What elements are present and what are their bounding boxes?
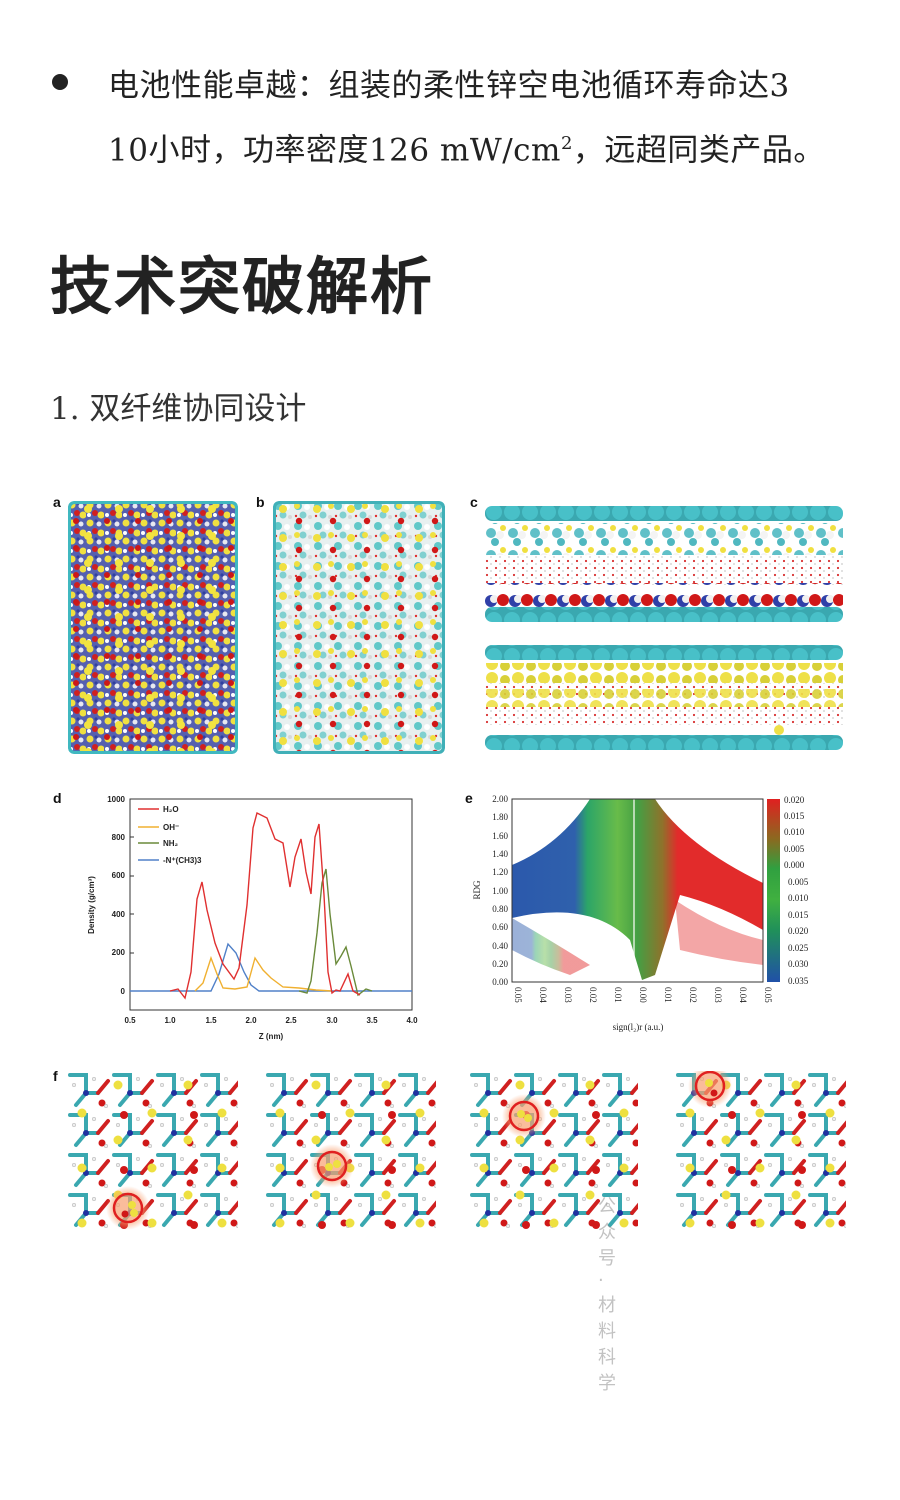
bullet-text-line2: 10小时，功率密度126 mW/cm2，远超同类产品。 xyxy=(108,115,870,179)
x-axis-label: sign(l₂)r (a.u.) xyxy=(613,1022,664,1032)
series-oh xyxy=(194,955,333,992)
svg-text:0.20: 0.20 xyxy=(492,959,508,969)
svg-text:800: 800 xyxy=(112,833,126,842)
svg-text:1.40: 1.40 xyxy=(492,849,508,859)
panel-label-c: c xyxy=(470,494,478,510)
y-tick-labels: 0 200 400 600 800 1000 xyxy=(107,795,125,996)
molecular-render-c xyxy=(485,506,843,750)
density-chart: 0 200 400 600 800 1000 0.5 1.0 1.5 2.0 2.5 3… xyxy=(87,795,418,1041)
highlight-circle xyxy=(694,1071,726,1102)
panel-label-a: a xyxy=(53,494,61,510)
svg-text:3.5: 3.5 xyxy=(366,1016,378,1025)
svg-text:0.02: 0.02 xyxy=(588,987,598,1003)
svg-text:1.60: 1.60 xyxy=(492,831,508,841)
svg-text:0.01: 0.01 xyxy=(663,987,673,1003)
svg-text:1000: 1000 xyxy=(107,795,125,804)
bullet-icon xyxy=(52,74,68,90)
svg-text:0.010: 0.010 xyxy=(784,827,805,837)
panel-label-b: b xyxy=(256,494,265,510)
series-nh2 xyxy=(298,868,373,997)
y-tick-labels: 0.00 0.20 0.40 0.60 0.80 1.00 1.20 1.40 1.60 1… xyxy=(492,794,508,987)
svg-text:0.03: 0.03 xyxy=(563,987,573,1003)
y-axis-label: Density (g/cm³) xyxy=(87,876,96,934)
svg-text:400: 400 xyxy=(112,910,126,919)
svg-text:0.020: 0.020 xyxy=(784,795,805,805)
svg-text:0.40: 0.40 xyxy=(492,941,508,951)
colorbar xyxy=(767,799,780,982)
svg-text:2.0: 2.0 xyxy=(245,1016,257,1025)
svg-text:0.030: 0.030 xyxy=(788,959,809,969)
svg-text:0.00: 0.00 xyxy=(492,977,508,987)
line2-post: ，远超同类产品。 xyxy=(572,132,825,169)
series-ntme3 xyxy=(130,942,412,992)
x-tick-labels: 0.5 1.0 1.5 2.0 2.5 3.0 3.5 4.0 xyxy=(124,1016,418,1025)
section-title: 技术突破解析 xyxy=(50,250,435,323)
bullet-item: 电池性能卓越：组装的柔性锌空电池循环寿命达3 10小时，功率密度126 mW/c… xyxy=(50,58,870,179)
svg-text:0.60: 0.60 xyxy=(492,922,508,932)
rdg-scatter-chart: 0.00 0.20 0.40 0.60 0.80 1.00 1.20 1.40 1.60 1… xyxy=(472,794,809,1032)
molecular-render-b xyxy=(273,501,445,754)
svg-text:0.025: 0.025 xyxy=(788,943,809,953)
bullet-text-line1: 电池性能卓越：组装的柔性锌空电池循环寿命达3 xyxy=(108,68,790,104)
svg-text:0.03: 0.03 xyxy=(713,987,723,1003)
svg-text:200: 200 xyxy=(112,948,126,957)
superscript: 2 xyxy=(560,133,573,154)
svg-text:1.80: 1.80 xyxy=(492,812,508,822)
highlight-circle xyxy=(112,1192,144,1224)
svg-text:NH₂: NH₂ xyxy=(163,839,179,848)
svg-text:H₂O: H₂O xyxy=(163,805,179,814)
panel-label-d: d xyxy=(53,790,62,806)
svg-text:3.0: 3.0 xyxy=(326,1016,338,1025)
panel-label-f: f xyxy=(53,1068,58,1084)
svg-text:0.000: 0.000 xyxy=(784,860,805,870)
svg-text:1.00: 1.00 xyxy=(492,886,508,896)
svg-text:-N⁺(CH3)3: -N⁺(CH3)3 xyxy=(163,856,202,865)
svg-text:0.02: 0.02 xyxy=(688,987,698,1003)
svg-text:0.5: 0.5 xyxy=(124,1016,136,1025)
y-ticks xyxy=(130,836,134,992)
svg-text:0.005: 0.005 xyxy=(788,877,809,887)
line2-pre: 10小时，功率密度126 mW/cm xyxy=(108,132,561,169)
svg-text:0.020: 0.020 xyxy=(788,926,809,936)
svg-text:0.005: 0.005 xyxy=(784,844,805,854)
svg-text:2.5: 2.5 xyxy=(285,1016,297,1025)
legend: H₂O OH⁻ NH₂ -N⁺(CH3)3 xyxy=(138,805,202,865)
svg-text:0.035: 0.035 xyxy=(788,976,809,986)
x-axis-label: Z (nm) xyxy=(259,1032,284,1041)
subsection-title: 1. 双纤维协同设计 xyxy=(50,391,307,427)
highlight-circle xyxy=(508,1100,540,1132)
watermark: 公众号·材料科学 xyxy=(598,1196,620,1394)
colorbar-tick-labels: 0.020 0.015 0.010 0.005 0.000 0.005 0.010 0.0… xyxy=(784,795,809,986)
snapshot-2 xyxy=(266,1071,436,1233)
svg-text:0.015: 0.015 xyxy=(784,811,805,821)
y-axis-label: RDG xyxy=(472,880,482,900)
svg-text:0.00: 0.00 xyxy=(638,987,648,1003)
svg-text:0.05: 0.05 xyxy=(763,987,773,1003)
svg-text:0.01: 0.01 xyxy=(613,987,623,1003)
snapshot-4 xyxy=(676,1071,846,1233)
svg-text:1.20: 1.20 xyxy=(492,867,508,877)
highlight-circle xyxy=(316,1150,348,1182)
svg-text:0.015: 0.015 xyxy=(788,910,809,920)
svg-text:0: 0 xyxy=(121,987,126,996)
svg-text:OH⁻: OH⁻ xyxy=(163,823,179,832)
svg-text:0.05: 0.05 xyxy=(513,987,523,1003)
series-h2o xyxy=(169,811,361,1000)
svg-text:1.5: 1.5 xyxy=(205,1016,217,1025)
snapshot-1 xyxy=(68,1071,238,1233)
molecular-snapshots-f xyxy=(68,1071,846,1233)
svg-text:0.80: 0.80 xyxy=(492,904,508,914)
svg-text:600: 600 xyxy=(112,871,126,880)
panel-label-e: e xyxy=(465,790,473,806)
svg-text:1.0: 1.0 xyxy=(164,1016,176,1025)
svg-text:0.04: 0.04 xyxy=(538,987,548,1003)
snapshot-3 xyxy=(470,1071,638,1233)
svg-text:2.00: 2.00 xyxy=(492,794,508,804)
molecular-render-a xyxy=(68,501,238,754)
svg-text:4.0: 4.0 xyxy=(406,1016,418,1025)
x-tick-labels: 0.05 0.04 0.03 0.02 0.01 0.00 0.01 0.02 … xyxy=(513,987,773,1003)
bullet-text: 电池性能卓越：组装的柔性锌空电池循环寿命达3 10小时，功率密度126 mW/c… xyxy=(108,58,870,179)
svg-text:0.010: 0.010 xyxy=(788,893,809,903)
svg-text:0.04: 0.04 xyxy=(738,987,748,1003)
